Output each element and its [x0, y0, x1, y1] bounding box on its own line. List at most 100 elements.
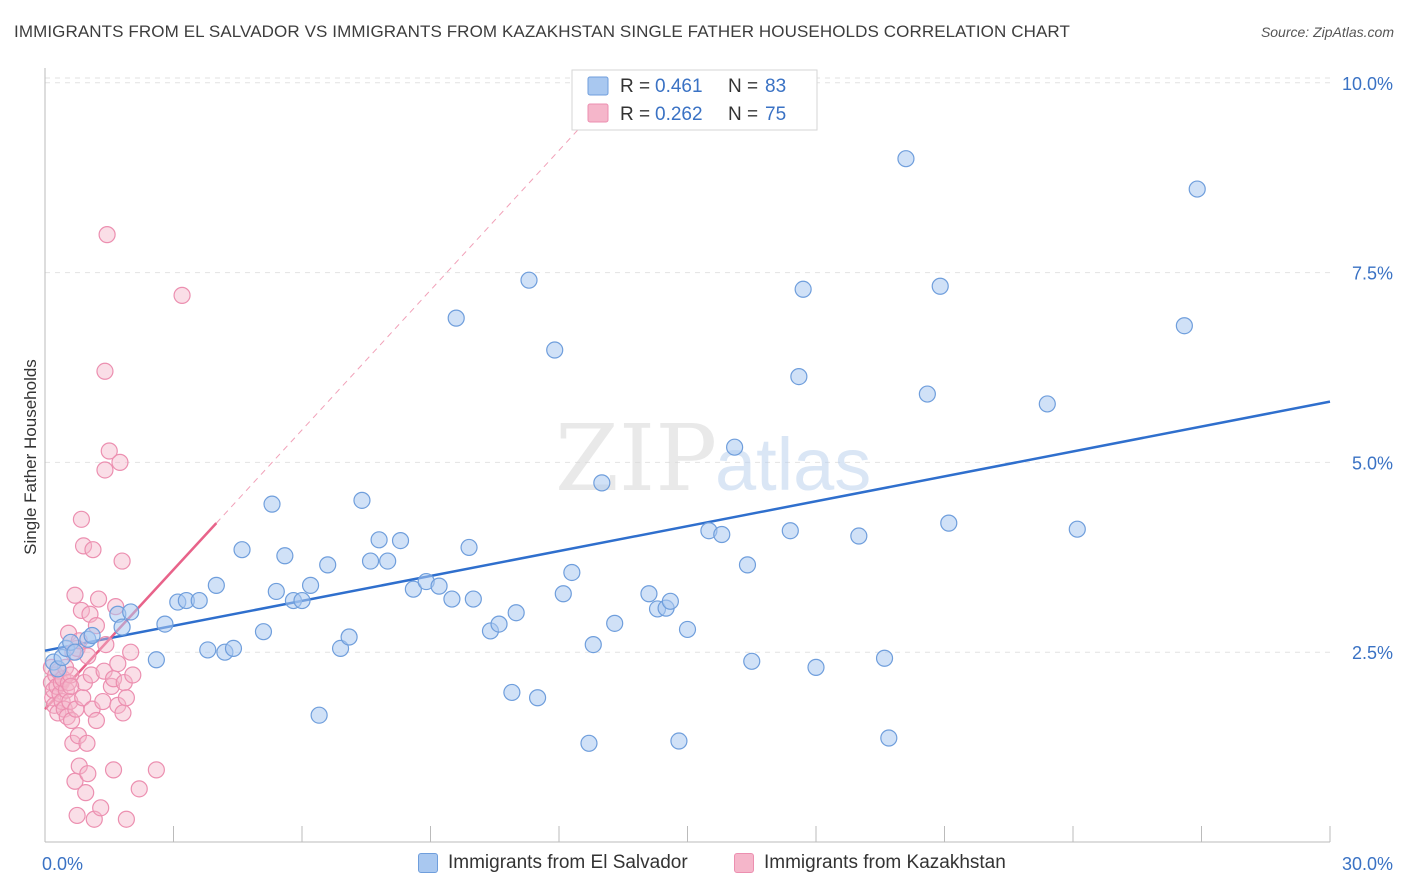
x-tick-label: 0.0% — [42, 854, 83, 874]
point-kazakhstan — [122, 643, 140, 661]
point-kazakhstan — [96, 461, 114, 479]
point-kazakhstan — [100, 442, 118, 460]
y-tick-label: 7.5% — [1352, 264, 1393, 284]
point-el-salvador — [233, 541, 251, 559]
point-kazakhstan — [82, 666, 100, 684]
point-el-salvador — [1188, 180, 1206, 198]
legend-swatch-blue — [418, 853, 438, 873]
point-kazakhstan — [109, 654, 127, 673]
point-el-salvador — [875, 649, 894, 667]
trend-line-el-salvador — [44, 400, 1331, 652]
point-el-salvador — [743, 652, 761, 670]
point-el-salvador — [520, 271, 538, 289]
point-el-salvador — [301, 576, 320, 594]
legend-item-el-salvador[interactable]: Immigrants from El Salvador — [418, 852, 688, 874]
point-kazakhstan — [87, 711, 106, 730]
point-kazakhstan — [89, 590, 108, 608]
point-kazakhstan — [72, 601, 91, 620]
point-el-salvador — [340, 628, 358, 646]
stats-legend-swatch-pink — [587, 103, 609, 123]
point-el-salvador — [310, 706, 328, 724]
source-credit: Source: ZipAtlas.com — [1260, 24, 1394, 40]
y-tick-label: 10.0% — [1342, 74, 1393, 94]
point-el-salvador — [276, 547, 294, 565]
point-kazakhstan — [66, 586, 84, 604]
point-el-salvador — [726, 438, 744, 456]
point-el-salvador — [267, 582, 285, 601]
stats-n-value-1: 83 — [765, 76, 786, 97]
point-kazakhstan — [98, 226, 116, 244]
point-el-salvador — [507, 604, 525, 622]
point-el-salvador — [122, 603, 140, 621]
legend-item-kazakhstan[interactable]: Immigrants from Kazakhstan — [734, 852, 1006, 874]
point-el-salvador — [430, 577, 448, 595]
point-el-salvador — [331, 639, 350, 657]
point-el-salvador — [156, 615, 174, 633]
point-el-salvador — [670, 732, 688, 750]
point-el-salvador — [66, 643, 84, 661]
legend-label-kazakhstan: Immigrants from Kazakhstan — [764, 852, 1006, 873]
point-kazakhstan — [92, 799, 110, 817]
stats-legend: R = 0.461 N = 83 R = 0.262 N = 75 — [571, 69, 818, 131]
stats-n-label-1: N = — [728, 76, 758, 97]
point-el-salvador — [794, 280, 812, 298]
point-kazakhstan — [78, 734, 96, 752]
x-tick-labels: 0.0% 30.0% — [42, 854, 1393, 874]
point-el-salvador — [563, 563, 581, 582]
point-kazakhstan — [74, 537, 93, 555]
stats-r-label-2: R = — [620, 104, 650, 125]
point-el-salvador — [940, 514, 958, 532]
point-kazakhstan — [77, 784, 95, 802]
point-el-salvador — [640, 585, 658, 603]
point-el-salvador — [391, 531, 410, 550]
gridlines — [45, 77, 1330, 653]
point-el-salvador — [897, 150, 915, 168]
point-kazakhstan — [96, 362, 114, 380]
point-kazakhstan — [113, 552, 131, 570]
point-el-salvador — [546, 341, 564, 359]
stats-r-value-2: 0.262 — [655, 104, 703, 125]
point-kazakhstan — [104, 761, 123, 779]
point-el-salvador — [490, 615, 508, 633]
point-el-salvador — [293, 591, 311, 610]
y-tick-labels: 2.5% 5.0% 7.5% 10.0% — [1342, 74, 1393, 663]
point-el-salvador — [147, 651, 165, 669]
point-el-salvador — [503, 683, 521, 702]
stats-n-label-2: N = — [728, 104, 758, 125]
point-el-salvador — [199, 641, 217, 659]
watermark: ZIP atlas — [555, 405, 871, 512]
points-el-salvador — [44, 150, 1206, 752]
point-el-salvador — [83, 626, 101, 645]
x-tick-label: 30.0% — [1342, 854, 1393, 874]
point-el-salvador — [528, 689, 547, 707]
point-el-salvador — [554, 585, 572, 603]
watermark-zip: ZIP — [555, 405, 717, 512]
point-el-salvador — [460, 538, 478, 557]
point-el-salvador — [1175, 317, 1193, 335]
point-el-salvador — [361, 552, 380, 570]
point-el-salvador — [370, 531, 388, 549]
point-el-salvador — [447, 309, 465, 327]
point-kazakhstan — [84, 541, 102, 559]
chart-title: IMMIGRANTS FROM EL SALVADOR VS IMMIGRANT… — [14, 22, 1070, 41]
point-el-salvador — [353, 491, 371, 509]
point-kazakhstan — [62, 677, 80, 695]
point-el-salvador — [661, 592, 679, 610]
point-el-salvador — [113, 618, 131, 636]
point-kazakhstan — [124, 666, 142, 684]
point-el-salvador — [263, 495, 281, 513]
point-el-salvador — [850, 527, 868, 545]
bottom-legend: Immigrants from El Salvador Immigrants f… — [0, 848, 1406, 882]
point-kazakhstan — [114, 704, 132, 722]
point-kazakhstan — [173, 286, 191, 304]
stats-legend-box — [571, 69, 818, 131]
point-el-salvador — [379, 552, 397, 570]
y-tick-label: 5.0% — [1352, 453, 1393, 473]
point-kazakhstan — [62, 711, 81, 730]
point-el-salvador — [790, 367, 808, 386]
trend-line-kazakhstan-extension — [215, 112, 594, 524]
point-el-salvador — [404, 580, 422, 598]
point-el-salvador — [918, 385, 936, 403]
point-kazakhstan — [68, 806, 86, 825]
